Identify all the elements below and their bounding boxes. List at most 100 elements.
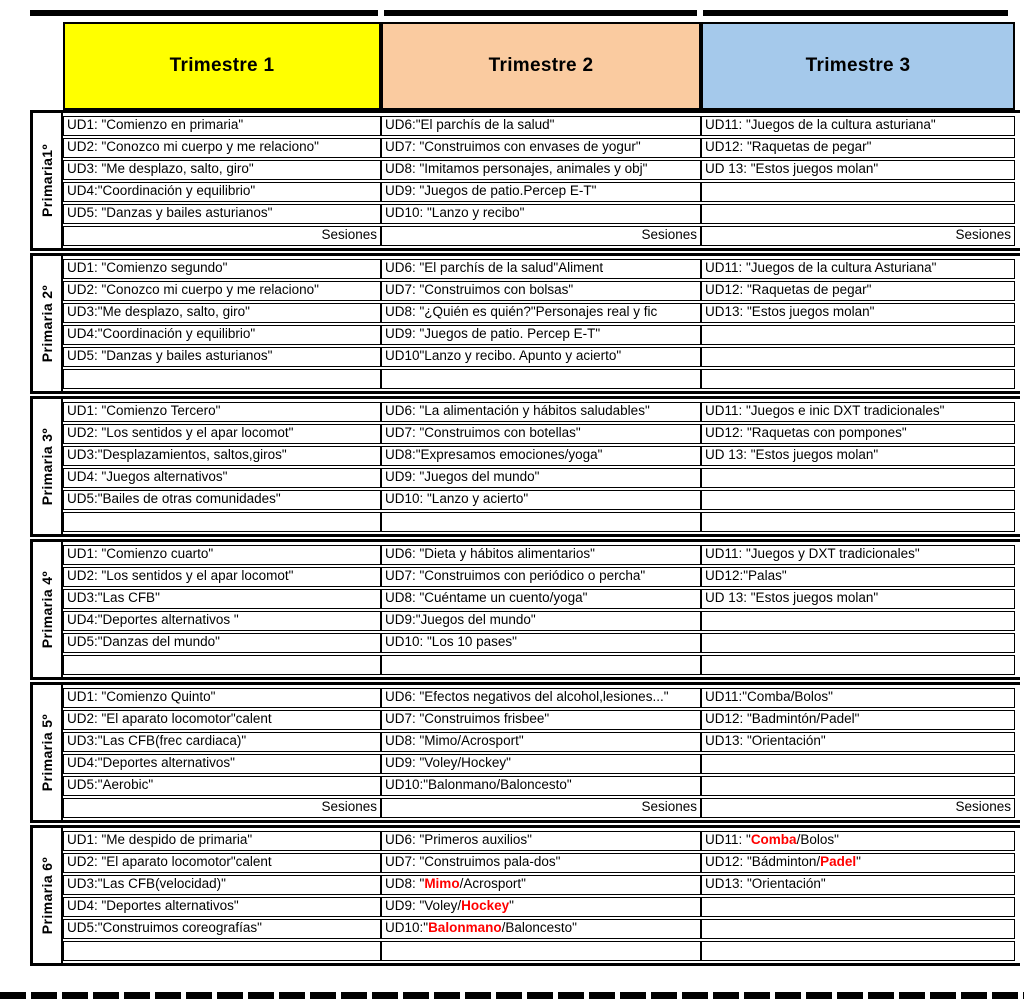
cell-text: UD10:" [385,920,429,935]
cell-text: UD12: "Raquetas de pegar" [705,139,872,154]
ud-cell: UD7: "Construimos con bolsas" [381,281,701,301]
empty-cell [701,897,1015,917]
cell-text: UD3:"Me desplazo, salto, giro" [67,304,250,319]
ud-cell: UD2: "Los sentidos y el apar locomot" [63,567,381,587]
cell-text: UD7: "Construimos frisbee" [385,711,550,726]
trimester-column: UD6: "El parchís de la salud"Aliment UD7:… [381,256,701,391]
ud-cell: UD10: "Lanzo y recibo" [381,204,701,224]
ud-cell: UD9:"Juegos del mundo" [381,611,701,631]
ud-cell: UD3:"Las CFB(frec cardiaca)" [63,732,381,752]
cell-text: UD10:"Balonmano/Baloncesto" [385,777,572,792]
cell-text: UD5:"Aerobic" [67,777,154,792]
ud-cell: UD12: "Raquetas de pegar" [701,281,1015,301]
empty-cell [701,633,1015,653]
grade-label-text: Primaria1º [39,144,55,217]
empty-cell [63,512,381,532]
cell-text: UD8: "¿Quién es quién?"Personajes real y… [385,304,658,319]
header-trimestre-2: Trimestre 2 [381,22,701,110]
cell-text: UD2: "El aparato locomotor"calent [67,854,272,869]
cell-text: UD11: "Juegos de la cultura Asturiana" [705,260,937,275]
empty-cell [63,369,381,389]
ud-cell: UD6: "El parchís de la salud"Aliment [381,259,701,279]
cell-text: UD11: " [705,832,751,847]
cell-text: UD2: "Conozco mi cuerpo y me relaciono" [67,282,319,297]
cell-text: UD1: "Comienzo segundo" [67,260,228,275]
empty-cell [701,919,1015,939]
grade-label-text: Primaria 4º [39,570,55,649]
sesiones-cell: Sesiones [701,798,1015,818]
trimester-column: UD11: "Juegos e inic DXT tradicionales" U… [701,399,1015,534]
trimester-column: UD1: "Comienzo cuarto" UD2: "Los sentidos… [63,542,381,677]
ud-cell: UD4:"Deportes alternativos " [63,611,381,631]
cell-text: UD11:"Comba/Bolos" [705,689,833,704]
cell-text: UD3:"Las CFB(frec cardiaca)" [67,733,247,748]
trimester-column: UD1: "Me despido de primaria" UD2: "El ap… [63,828,381,963]
cell-text: UD10"Lanzo y recibo. Apunto y acierto" [385,348,622,363]
ud-cell: UD2: "El aparato locomotor"calent [63,853,381,873]
ud-cell: UD3:"Desplazamientos, saltos,giros" [63,446,381,466]
empty-cell [381,941,701,961]
ud-cell: UD4: "Deportes alternativos" [63,897,381,917]
cell-text: UD3:"Las CFB(velocidad)" [67,876,226,891]
ud-cell: UD1: "Comienzo Tercero" [63,402,381,422]
cell-text: UD4:"Coordinación y equilibrio" [67,326,256,341]
cell-text: UD11: "Juegos de la cultura asturiana" [705,117,936,132]
ud-cell: UD8: "Mimo/Acrosport" [381,732,701,752]
trimester-column: UD1: "Comienzo en primaria" UD2: "Conozco… [63,113,381,248]
cell-text: UD6: "El parchís de la salud"Aliment [385,260,604,275]
empty-cell [701,182,1015,202]
trimester-column: UD1: "Comienzo segundo" UD2: "Conozco mi … [63,256,381,391]
empty-cell [381,512,701,532]
grade-label: Primaria 2º [33,256,63,391]
grade-group: Primaria 2º UD1: "Comienzo segundo" UD2: "… [30,253,1020,394]
cell-text: UD8: "Imitamos personajes, animales y ob… [385,161,648,176]
ud-cell: UD5:"Construimos coreografías" [63,919,381,939]
ud-cell: UD7: "Construimos pala-dos" [381,853,701,873]
ud-cell: UD11: "Juegos de la cultura asturiana" [701,116,1015,136]
cell-text: UD 13: "Estos juegos molan" [705,447,879,462]
empty-cell [701,325,1015,345]
trimester-column: UD11: "Juegos de la cultura Asturiana" UD… [701,256,1015,391]
sesiones-cell: Sesiones [63,798,381,818]
cell-text: UD1: "Comienzo en primaria" [67,117,244,132]
sesiones-cell: Sesiones [63,226,381,246]
curriculum-table: Trimestre 1 Trimestre 2 Trimestre 3 Prim… [30,22,1020,966]
ud-cell: UD13: "Orientación" [701,732,1015,752]
cell-text: UD9: "Juegos de patio.Percep E-T" [385,183,597,198]
grade-label-text: Primaria 3º [39,427,55,506]
cell-text: UD10: "Lanzo y acierto" [385,491,529,506]
empty-cell [701,941,1015,961]
cell-text: UD2: "Los sentidos y el apar locomot" [67,425,294,440]
cell-text: UD5: "Danzas y bailes asturianos" [67,348,273,363]
cell-text: UD1: "Comienzo Tercero" [67,403,221,418]
cell-text: UD6: "Dieta y hábitos alimentarios" [385,546,595,561]
cropped-table-edge-top [30,10,378,16]
cell-text: UD5:"Bailes de otras comunidades" [67,491,281,506]
ud-cell: UD4:"Coordinación y equilibrio" [63,325,381,345]
empty-cell [701,468,1015,488]
cell-text: UD1: "Comienzo Quinto" [67,689,216,704]
ud-cell: UD11: "Juegos y DXT tradicionales" [701,545,1015,565]
cell-text: UD1: "Me despido de primaria" [67,832,253,847]
cell-text: UD10: "Los 10 pases" [385,634,517,649]
trimester-column: UD11: "Juegos de la cultura asturiana" UD… [701,113,1015,248]
trimester-column: UD11:"Comba/Bolos" UD12: "Badmintón/Padel… [701,685,1015,820]
cell-text: UD9: "Voley/ [385,898,462,913]
ud-cell: UD9: "Juegos del mundo" [381,468,701,488]
ud-cell: UD8: "¿Quién es quién?"Personajes real y… [381,303,701,323]
cell-text: UD4: "Deportes alternativos" [67,898,239,913]
grade-label-text: Primaria 2º [39,284,55,363]
ud-cell: UD11: "Juegos e inic DXT tradicionales" [701,402,1015,422]
header-trimestre-1: Trimestre 1 [63,22,381,110]
cell-text: UD7: "Construimos con bolsas" [385,282,574,297]
trimester-column: UD1: "Comienzo Tercero" UD2: "Los sentido… [63,399,381,534]
ud-cell: UD3:"Las CFB" [63,589,381,609]
empty-cell [701,347,1015,367]
cell-text: UD2: "Conozco mi cuerpo y me relaciono" [67,139,319,154]
trimester-column: UD1: "Comienzo Quinto" UD2: "El aparato l… [63,685,381,820]
cropped-table-edge-top [384,10,697,16]
trimester-column: UD11: "Juegos y DXT tradicionales" UD12:"… [701,542,1015,677]
cell-text: UD8: "Mimo/Acrosport" [385,733,524,748]
ud-cell: UD7: "Construimos con periódico o percha… [381,567,701,587]
